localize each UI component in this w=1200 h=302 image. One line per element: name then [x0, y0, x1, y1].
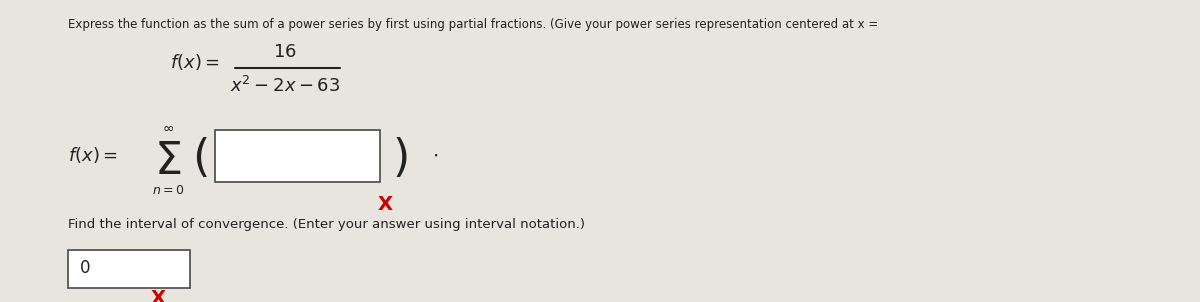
Text: $\mathbf{X}$: $\mathbf{X}$ — [377, 195, 394, 214]
Text: $16$: $16$ — [274, 43, 296, 61]
Text: $x^2 - 2x - 63$: $x^2 - 2x - 63$ — [230, 76, 340, 96]
Text: $f(x) =$: $f(x) =$ — [68, 145, 118, 165]
Text: $($: $($ — [192, 136, 208, 180]
Text: $f(x) =$: $f(x) =$ — [170, 52, 220, 72]
Text: $n = 0$: $n = 0$ — [152, 184, 184, 197]
Text: $\Sigma$: $\Sigma$ — [155, 140, 181, 184]
Text: $\cdot$: $\cdot$ — [432, 146, 438, 165]
Text: Express the function as the sum of a power series by first using partial fractio: Express the function as the sum of a pow… — [68, 18, 878, 31]
Text: 0: 0 — [80, 259, 90, 277]
Text: $)$: $)$ — [392, 136, 408, 180]
Text: $\mathbf{X}$: $\mathbf{X}$ — [150, 288, 167, 302]
FancyBboxPatch shape — [215, 130, 380, 182]
Text: $\infty$: $\infty$ — [162, 121, 174, 135]
FancyBboxPatch shape — [68, 250, 190, 288]
Text: Find the interval of convergence. (Enter your answer using interval notation.): Find the interval of convergence. (Enter… — [68, 218, 586, 231]
